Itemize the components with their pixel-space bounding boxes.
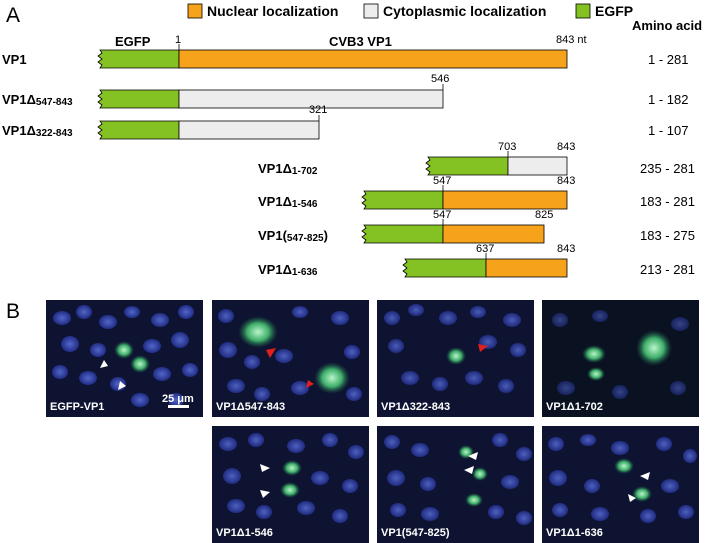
micrograph-vp1-547-825: VP1(547-825)	[377, 426, 534, 543]
construct-label: VP1Δ322-843	[2, 123, 73, 139]
micrograph-vp1-d1-546: VP1Δ1-546	[212, 426, 369, 543]
construct-row-vp1-547-825: VP1(547-825) 547 825 183 - 275	[258, 209, 695, 244]
micrograph-label: VP1Δ547-843	[216, 401, 285, 413]
construct-label: VP1Δ1-546	[258, 194, 318, 210]
construct-row-vp1-d1-702: VP1Δ1-702 703 843 235 - 281	[258, 141, 695, 177]
vp1-segment-cytoplasmic	[178, 120, 320, 140]
construct-label: VP1(547-825)	[258, 228, 328, 244]
egfp-domain-label: EGFP	[115, 34, 151, 49]
vp1-segment-nuclear	[178, 49, 568, 69]
end-nt-label: 843	[557, 243, 575, 255]
vp1-segment-nuclear	[442, 190, 568, 210]
scale-bar-label: 25 μm	[162, 393, 194, 405]
legend-egfp-swatch	[575, 3, 591, 19]
vp1-segment-nuclear	[442, 224, 545, 244]
egfp-segment	[361, 224, 444, 244]
egfp-segment	[97, 49, 180, 69]
vp1-segment-cytoplasmic	[178, 89, 444, 109]
construct-row-vp1-d1-546: VP1Δ1-546 547 843 183 - 281	[258, 175, 695, 210]
end-nt-label: 321	[309, 104, 327, 116]
amino-acid-range: 183 - 275	[640, 228, 695, 243]
egfp-segment	[361, 190, 444, 210]
construct-label: VP1Δ547-843	[2, 92, 73, 108]
micrograph-label: VP1(547-825)	[381, 527, 450, 539]
amino-acid-range: 235 - 281	[640, 161, 695, 176]
micrograph-label: VP1Δ322-843	[381, 401, 450, 413]
legend-cytoplasmic-label: Cytoplasmic localization	[383, 3, 546, 19]
legend: Nuclear localization Cytoplasmic localiz…	[187, 3, 633, 19]
amino-acid-range: 183 - 281	[640, 194, 695, 209]
micrograph-label: EGFP-VP1	[50, 401, 104, 413]
amino-acid-range: 213 - 281	[640, 262, 695, 277]
start-nt-label: 637	[476, 243, 494, 255]
legend-egfp-label: EGFP	[595, 3, 633, 19]
construct-label: VP1Δ1-702	[258, 161, 318, 177]
start-nt-label: 547	[433, 175, 451, 187]
construct-row-vp1-d1-636: VP1Δ1-636 637 843 213 - 281	[258, 243, 695, 278]
construct-label: VP1	[2, 52, 27, 67]
egfp-segment	[402, 258, 487, 278]
end-nt-label: 843 nt	[556, 34, 587, 46]
micrograph-label: VP1Δ1-636	[546, 527, 603, 539]
construct-label: VP1Δ1-636	[258, 262, 318, 278]
egfp-segment	[97, 89, 180, 109]
egfp-segment	[97, 120, 180, 140]
panel-a-letter: A	[6, 4, 20, 27]
micrograph-label: VP1Δ1-546	[216, 527, 273, 539]
construct-row-vp1-d322-843: VP1Δ322-843 321 1 - 107	[2, 104, 688, 140]
micrograph-vp1-d322-843: VP1Δ322-843	[377, 300, 534, 417]
legend-cytoplasmic-swatch	[363, 3, 379, 19]
vp1-segment-nuclear	[485, 258, 568, 278]
start-nt-label: 547	[433, 209, 451, 221]
construct-row-vp1: VP1 1 843 nt 1 - 281	[2, 34, 688, 69]
end-nt-label: 825	[535, 209, 553, 221]
amino-acid-header: Amino acid	[632, 18, 702, 33]
end-nt-label: 546	[431, 73, 449, 85]
amino-acid-range: 1 - 107	[648, 123, 688, 138]
start-nt-label: 703	[498, 141, 516, 153]
micrograph-vp1-d1-702: VP1Δ1-702	[542, 300, 699, 417]
amino-acid-range: 1 - 182	[648, 92, 688, 107]
construct-row-vp1-d547-843: VP1Δ547-843 546 1 - 182	[2, 73, 688, 109]
start-nt-label: 1	[175, 34, 181, 46]
micrograph-label: VP1Δ1-702	[546, 401, 603, 413]
end-nt-label: 843	[557, 175, 575, 187]
end-nt-label: 843	[557, 141, 575, 153]
micrograph-egfp-vp1: 25 μm EGFP-VP1	[46, 300, 203, 417]
amino-acid-range: 1 - 281	[648, 52, 688, 67]
vp1-domain-label: CVB3 VP1	[329, 34, 392, 49]
panel-b-letter: B	[6, 300, 20, 323]
legend-nuclear-swatch	[187, 3, 203, 19]
egfp-segment	[425, 156, 509, 176]
scale-bar	[168, 405, 189, 408]
micrograph-vp1-d547-843: VP1Δ547-843	[212, 300, 369, 417]
vp1-segment-cytoplasmic	[507, 156, 568, 176]
legend-nuclear-label: Nuclear localization	[207, 3, 338, 19]
micrograph-vp1-d1-636: VP1Δ1-636	[542, 426, 699, 543]
